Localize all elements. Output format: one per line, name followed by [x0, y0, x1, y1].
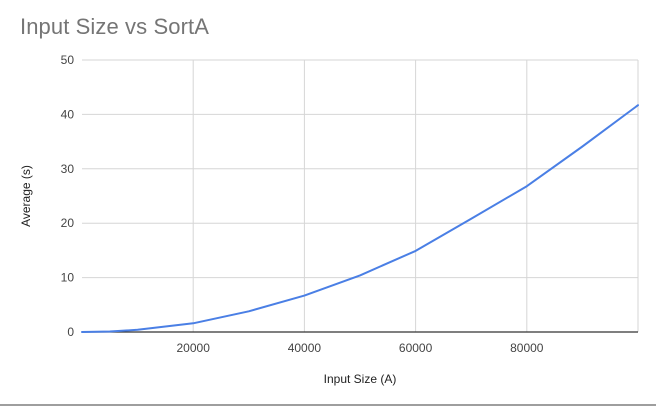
x-tick-label: 80000: [510, 341, 544, 355]
y-tick-label: 50: [61, 53, 75, 67]
chart-title: Input Size vs SortA: [20, 14, 209, 39]
x-tick-label: 20000: [177, 341, 211, 355]
y-tick-label: 10: [61, 271, 75, 285]
x-tick-label: 40000: [288, 341, 322, 355]
y-tick-label: 30: [61, 162, 75, 176]
y-tick-label: 40: [61, 107, 75, 121]
x-axis-label: Input Size (A): [324, 372, 397, 386]
y-tick-label: 0: [67, 325, 74, 339]
y-tick-label: 20: [61, 216, 75, 230]
bottom-divider: [0, 404, 656, 406]
series-line: [81, 104, 639, 333]
x-tick-label: 60000: [399, 341, 433, 355]
y-axis-label: Average (s): [19, 165, 33, 227]
